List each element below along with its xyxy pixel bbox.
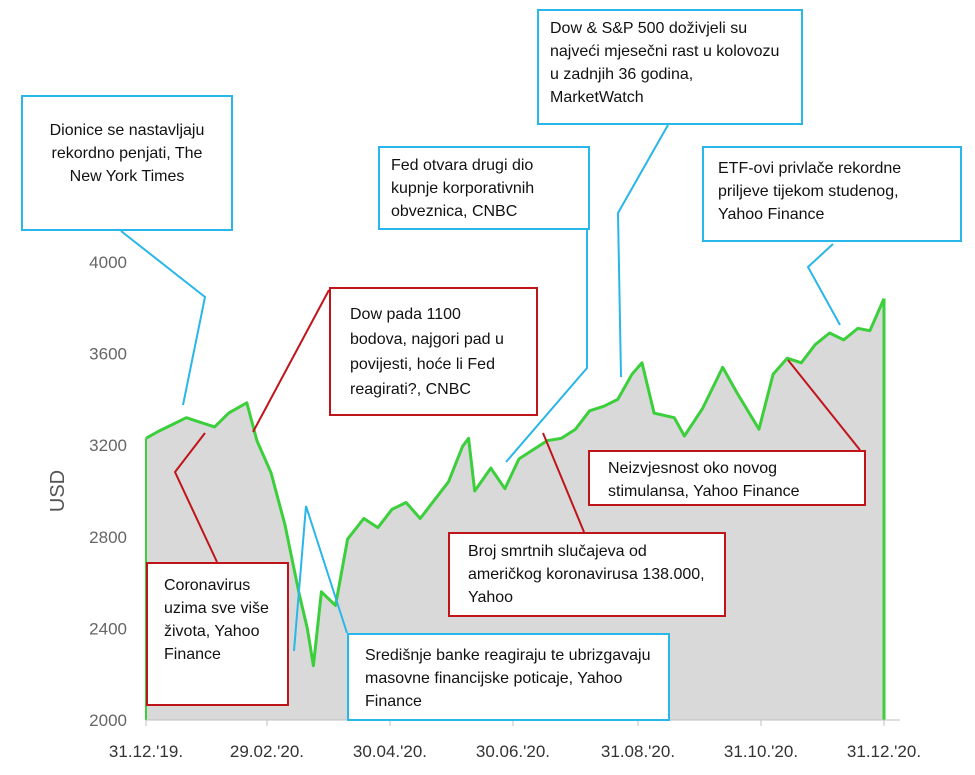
x-tick-label: 30.04.'20. [353, 742, 427, 761]
callout-leader-line [542, 432, 585, 533]
x-tick-label: 31.08.'20. [601, 742, 675, 761]
callout-etf: ETF-ovi privlače rekordne priljeve tijek… [702, 146, 962, 242]
y-tick-label: 3600 [89, 345, 127, 364]
callout-broj-text: Broj smrtnih slučajeva od američkog koro… [468, 543, 705, 606]
x-tick-label: 30.06.'20. [476, 742, 550, 761]
callout-leader-line [616, 124, 669, 378]
callout-dow-pada: Dow pada 1100 bodova, najgori pad u povi… [329, 287, 538, 416]
callout-dionice-text: Dionice se nastavljaju rekordno penjati,… [49, 122, 205, 185]
callout-fed-otvara: Fed otvara drugi dio kupnje korporativni… [378, 146, 590, 230]
y-tick-label: 2800 [89, 528, 127, 547]
x-tick-label: 31.12.'20. [847, 742, 921, 761]
x-tick-label: 29.02.'20. [230, 742, 304, 761]
callout-leader-line [787, 359, 861, 451]
callout-dow-sp-text: Dow & S&P 500 doživjeli su najveći mjese… [550, 20, 780, 106]
callout-leader-line [120, 230, 207, 406]
x-axis-ticks: 31.12.'19. 29.02.'20. 30.04.'20. 30.06.'20.… [109, 720, 921, 761]
callout-leader-line [505, 230, 588, 463]
callout-etf-text: ETF-ovi privlače rekordne priljeve tijek… [718, 160, 902, 223]
x-tick-label: 31.10.'20. [724, 742, 798, 761]
y-tick-label: 2400 [89, 619, 127, 638]
callout-leader-line [252, 289, 330, 433]
callout-sredisnje-text: Središnje banke reagiraju te ubrizgavaju… [365, 647, 651, 710]
callout-leader-lines [120, 124, 861, 652]
callout-coronavirus: Coronavirus uzima sve više života, Yahoo… [146, 562, 289, 706]
callout-dow-sp: Dow & S&P 500 doživjeli su najveći mjese… [537, 9, 803, 125]
y-tick-label: 3200 [89, 436, 127, 455]
x-tick-label: 31.12.'19. [109, 742, 183, 761]
callout-neizvjesnost-text: Neizvjesnost oko novog stimulansa, Yahoo… [608, 460, 800, 500]
callout-neizvjesnost: Neizvjesnost oko novog stimulansa, Yahoo… [588, 450, 866, 506]
y-tick-label: 2000 [89, 711, 127, 730]
index-series-line [145, 297, 886, 668]
y-axis-ticks: 2000 2400 2800 3200 3600 4000 [89, 253, 127, 730]
callout-broj: Broj smrtnih slučajeva od američkog koro… [448, 532, 726, 617]
callout-dow-pada-text: Dow pada 1100 bodova, najgori pad u povi… [350, 306, 504, 398]
callout-dionice: Dionice se nastavljaju rekordno penjati,… [21, 95, 233, 231]
callout-fed-otvara-text: Fed otvara drugi dio kupnje korporativni… [391, 157, 535, 220]
callout-sredisnje: Središnje banke reagiraju te ubrizgavaju… [347, 633, 670, 721]
y-tick-label: 4000 [89, 253, 127, 272]
callout-coronavirus-text: Coronavirus uzima sve više života, Yahoo… [164, 577, 269, 663]
callout-leader-line [293, 505, 348, 652]
y-axis-label: USD [47, 470, 69, 512]
callout-leader-line [173, 432, 218, 563]
callout-leader-line [806, 243, 841, 326]
